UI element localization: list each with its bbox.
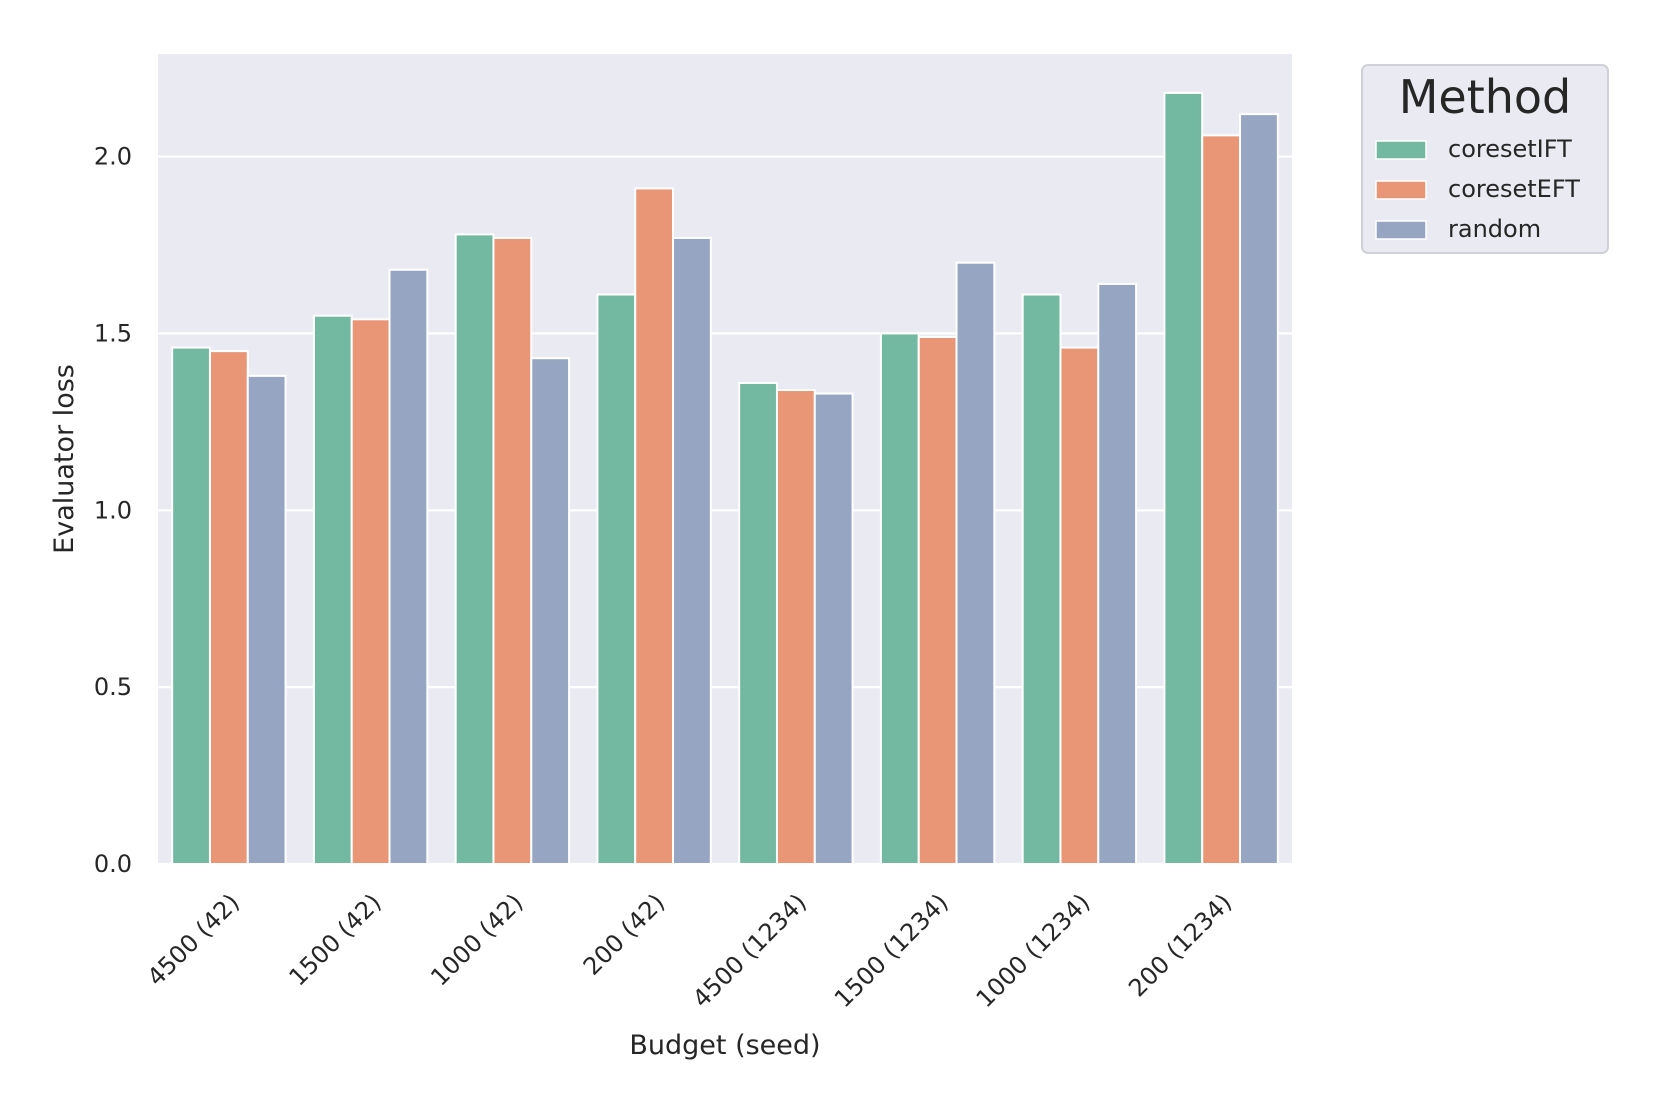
bar-coresetIFT-2 xyxy=(456,234,494,864)
bar-random-5 xyxy=(957,263,995,864)
bar-coresetEFT-2 xyxy=(493,238,531,864)
bar-coresetIFT-7 xyxy=(1164,93,1202,864)
x-tick-label: 1500 (42) xyxy=(284,888,387,991)
bar-coresetIFT-6 xyxy=(1023,295,1061,864)
bar-coresetEFT-5 xyxy=(919,337,957,864)
x-tick-label: 200 (42) xyxy=(578,888,670,980)
bar-coresetEFT-4 xyxy=(777,390,815,864)
x-tick-label: 200 (1234) xyxy=(1123,888,1237,1002)
x-tick-label: 4500 (1234) xyxy=(687,888,812,1013)
legend-title: Method xyxy=(1399,70,1572,124)
x-tick-label: 1000 (1234) xyxy=(971,888,1096,1013)
bar-random-6 xyxy=(1098,284,1136,864)
bar-random-0 xyxy=(248,376,286,864)
bar-coresetIFT-3 xyxy=(597,295,635,864)
legend-label-coresetIFT: coresetIFT xyxy=(1448,135,1572,163)
x-tick-label: 4500 (42) xyxy=(142,888,245,991)
bar-coresetEFT-6 xyxy=(1060,348,1098,864)
bar-coresetIFT-4 xyxy=(739,383,777,864)
legend-swatch-coresetIFT xyxy=(1376,141,1426,159)
x-axis-ticks: 4500 (42) 1500 (42) 1000 (42) 200 (42) 4500 … xyxy=(142,888,1237,1013)
bar-coresetIFT-0 xyxy=(172,348,210,864)
y-tick-label: 0.5 xyxy=(94,673,132,701)
legend-label-random: random xyxy=(1448,215,1541,243)
bar-coresetEFT-7 xyxy=(1202,135,1240,864)
y-tick-label: 0.0 xyxy=(94,850,132,878)
bar-coresetEFT-3 xyxy=(635,188,673,864)
y-axis-label: Evaluator loss xyxy=(49,364,80,554)
legend-swatch-coresetEFT xyxy=(1376,181,1426,199)
bar-random-3 xyxy=(673,238,711,864)
legend-swatch-random xyxy=(1376,221,1426,239)
bar-random-1 xyxy=(390,270,428,864)
bar-random-7 xyxy=(1240,114,1278,864)
y-tick-label: 1.5 xyxy=(94,319,132,347)
bar-coresetEFT-0 xyxy=(210,351,248,864)
bar-coresetEFT-1 xyxy=(352,319,390,864)
x-tick-label: 1500 (1234) xyxy=(829,888,954,1013)
y-tick-label: 2.0 xyxy=(94,143,132,171)
y-axis-ticks: 0.0 0.5 1.0 1.5 2.0 xyxy=(94,143,132,878)
legend: Method coresetIFT coresetEFT random xyxy=(1362,65,1608,253)
bar-random-2 xyxy=(531,358,569,864)
x-axis-label: Budget (seed) xyxy=(629,1030,820,1061)
bar-coresetIFT-1 xyxy=(314,316,352,864)
bar-coresetIFT-5 xyxy=(881,333,919,864)
legend-label-coresetEFT: coresetEFT xyxy=(1448,175,1580,203)
x-tick-label: 1000 (42) xyxy=(425,888,528,991)
bar-random-4 xyxy=(815,394,853,864)
y-tick-label: 1.0 xyxy=(94,496,132,524)
